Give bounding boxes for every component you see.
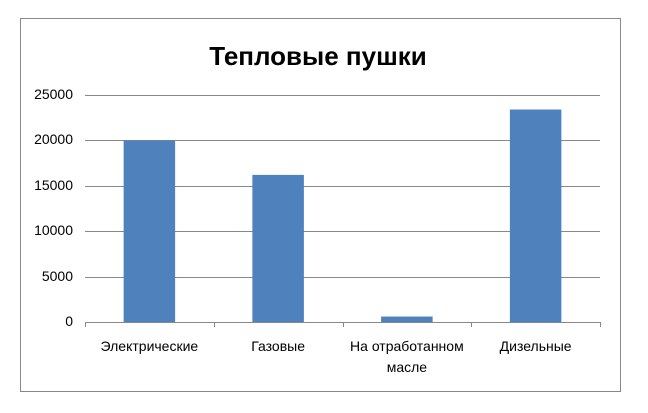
y-tick-label: 25000 xyxy=(34,86,73,102)
x-tick-label: Электрические xyxy=(100,338,199,354)
y-tick-label: 20000 xyxy=(34,131,73,147)
bar xyxy=(123,140,176,322)
y-tick-label: 15000 xyxy=(34,177,73,193)
y-tick-label: 0 xyxy=(65,313,73,329)
bar xyxy=(509,109,562,322)
x-tick-label: Газовые xyxy=(251,338,305,354)
y-tick-label: 5000 xyxy=(42,268,73,284)
x-tick-label: Дизельные xyxy=(499,338,572,354)
bar xyxy=(381,316,433,322)
bar xyxy=(252,174,304,322)
y-tick-label: 10000 xyxy=(34,222,73,238)
chart-title: Тепловые пушки xyxy=(209,41,427,71)
x-tick-label: На отработанном масле xyxy=(350,338,464,375)
